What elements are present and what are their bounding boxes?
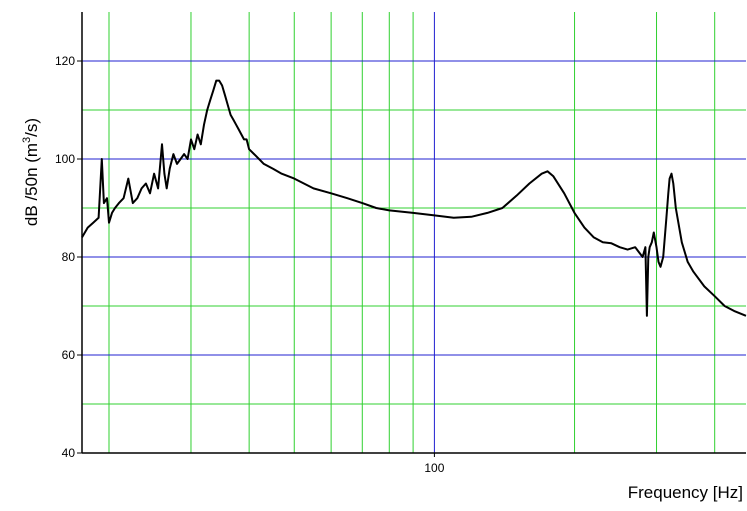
x-axis-title: Frequency [Hz] [628,483,743,502]
x-tick-label: 100 [424,461,444,475]
y-axis-title-superscript: 3 [21,137,33,143]
y-tick-label: 100 [55,152,75,166]
y-tick-label: 120 [55,54,75,68]
y-axis-title-suffix: /s) [22,118,41,137]
response-curve [81,79,747,317]
minor-horizontal-gridlines [82,109,746,405]
y-tick-label: 60 [62,348,76,362]
y-axis-title-prefix: dB /50n (m [22,143,41,226]
y-tick-label: 40 [62,446,76,460]
y-axis-title: dB /50n (m3/s) [21,118,41,226]
plot-axes [77,12,746,457]
x-axis-tick-labels: 100 [424,461,444,475]
major-gridlines [82,12,746,453]
y-axis-tick-labels: 40 60 80 100 120 [55,54,75,460]
minor-vertical-gridlines [108,12,716,453]
y-tick-label: 80 [62,250,76,264]
